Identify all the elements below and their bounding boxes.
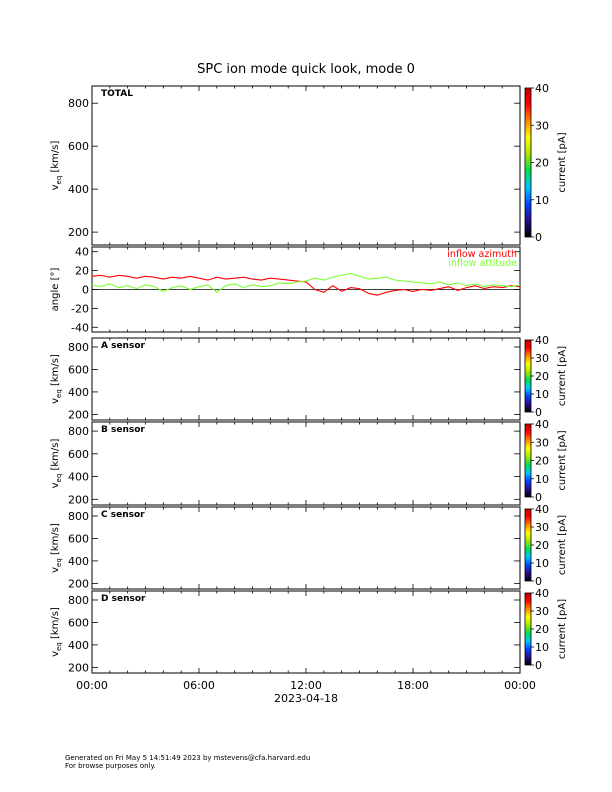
y-tick-label: 800 — [68, 510, 89, 523]
y-tick-label: 600 — [68, 140, 89, 153]
x-tick-label: 00:00 — [504, 679, 536, 692]
colorbar-label: current [pA] — [557, 430, 568, 490]
colorbar — [524, 339, 532, 413]
y-tick-label: 800 — [68, 97, 89, 110]
panel-5: 200 400 600 800 veq [km/s] C sensor 0 10 20 30 40 c… — [50, 503, 568, 590]
colorbar-tick-label: 30 — [535, 119, 549, 132]
y-axis-label: veq [km/s] — [50, 141, 63, 191]
y-tick-label: 200 — [68, 493, 89, 506]
y-tick-label: 600 — [68, 363, 89, 376]
colorbar-tick-label: 40 — [535, 334, 549, 347]
panel-frame — [91, 85, 521, 246]
footer-note: For browse purposes only. — [65, 762, 156, 770]
colorbar-tick-label: 40 — [535, 418, 549, 431]
colorbar-tick-label: 30 — [535, 605, 549, 618]
colorbar-tick-label: 0 — [535, 491, 542, 504]
y-tick-label: -40 — [71, 321, 89, 334]
colorbar-label: current [pA] — [557, 346, 568, 406]
y-tick-label: 400 — [68, 639, 89, 652]
y-tick-label: 800 — [68, 594, 89, 607]
x-axis: 00:00 06:00 12:00 18:00 00:00 2023-04-18 — [76, 679, 536, 705]
panel-2: -40 -20 0 20 40 angle [°] inflow azimuthinflow… — [50, 246, 521, 334]
colorbar — [524, 423, 532, 498]
panel-3: 200 400 600 800 veq [km/s] A sensor 0 10 20 30 40 c… — [50, 334, 568, 421]
colorbar-tick-label: 10 — [535, 473, 549, 486]
y-tick-label: 200 — [68, 661, 89, 674]
panel-frame — [91, 590, 521, 674]
y-axis-label: angle [°] — [50, 268, 61, 312]
y-axis-label: veq [km/s] — [50, 439, 63, 489]
colorbar-tick-label: 0 — [535, 659, 542, 672]
panel-frame — [91, 506, 521, 590]
panel-label: A sensor — [101, 341, 146, 351]
x-tick-label: 00:00 — [76, 679, 108, 692]
y-tick-label: 600 — [68, 532, 89, 545]
y-tick-label: 800 — [68, 341, 89, 354]
legend-entry-2: inflow attitude — [448, 258, 517, 269]
y-tick-label: 600 — [68, 448, 89, 461]
panel-4: 200 400 600 800 veq [km/s] B sensor 0 10 20 30 40 c… — [50, 418, 568, 506]
panel-frame — [91, 337, 521, 421]
y-tick-label: 20 — [75, 265, 89, 278]
series-line-2 — [91, 272, 521, 293]
colorbar-tick-label: 0 — [535, 406, 542, 419]
x-tick-label: 18:00 — [397, 679, 429, 692]
y-tick-label: 200 — [68, 577, 89, 590]
colorbar-tick-label: 30 — [535, 521, 549, 534]
colorbar-tick-label: 10 — [535, 557, 549, 570]
y-axis-label: veq [km/s] — [50, 354, 63, 404]
colorbar-tick-label: 40 — [535, 587, 549, 600]
colorbar-tick-label: 10 — [535, 194, 549, 207]
colorbar — [524, 87, 532, 238]
y-axis-label: veq [km/s] — [50, 607, 63, 657]
x-tick-label: 06:00 — [183, 679, 215, 692]
y-tick-label: 400 — [68, 471, 89, 484]
colorbar-tick-label: 20 — [535, 370, 549, 383]
panel-label: B sensor — [101, 425, 145, 435]
footer-generated: Generated on Fri May 5 14:51:49 2023 by … — [65, 754, 311, 762]
panel-label: TOTAL — [101, 89, 133, 99]
colorbar-tick-label: 0 — [535, 575, 542, 588]
y-tick-label: 400 — [68, 386, 89, 399]
series-line-1 — [91, 274, 521, 296]
colorbar-label: current [pA] — [557, 132, 568, 192]
legend-entry-1: inflow azimuth — [447, 249, 517, 260]
colorbar-tick-label: 20 — [535, 455, 549, 468]
y-axis-label: veq [km/s] — [50, 523, 63, 573]
y-tick-label: -20 — [71, 302, 89, 315]
colorbar-tick-label: 20 — [535, 539, 549, 552]
colorbar-tick-label: 10 — [535, 388, 549, 401]
y-tick-label: 800 — [68, 425, 89, 438]
colorbar-tick-label: 40 — [535, 82, 549, 95]
colorbar-tick-label: 40 — [535, 503, 549, 516]
colorbar — [524, 508, 532, 582]
colorbar-tick-label: 30 — [535, 352, 549, 365]
y-tick-label: 400 — [68, 555, 89, 568]
panel-1: 200 400 600 800 veq [km/s] TOTAL 0 10 20 30 40 curr… — [50, 82, 568, 246]
chart-title: SPC ion mode quick look, mode 0 — [197, 62, 415, 77]
y-tick-label: 200 — [68, 408, 89, 421]
x-axis-label: 2023-04-18 — [274, 692, 338, 705]
colorbar-tick-label: 30 — [535, 436, 549, 449]
x-tick-label: 12:00 — [290, 679, 322, 692]
panel-label: D sensor — [101, 594, 146, 604]
colorbar — [524, 592, 532, 666]
colorbar-label: current [pA] — [557, 599, 568, 659]
panel-6: 200 400 600 800 veq [km/s] D sensor 0 10 20 30 40 c… — [50, 587, 568, 674]
y-tick-label: 400 — [68, 183, 89, 196]
panel-frame — [91, 421, 521, 506]
colorbar-tick-label: 20 — [535, 623, 549, 636]
colorbar-tick-label: 20 — [535, 157, 549, 170]
y-tick-label: 0 — [82, 284, 89, 297]
y-tick-label: 40 — [75, 246, 89, 259]
y-tick-label: 600 — [68, 616, 89, 629]
colorbar-label: current [pA] — [557, 515, 568, 575]
colorbar-tick-label: 10 — [535, 641, 549, 654]
panel-label: C sensor — [101, 510, 145, 520]
colorbar-tick-label: 0 — [535, 231, 542, 244]
y-tick-label: 200 — [68, 226, 89, 239]
